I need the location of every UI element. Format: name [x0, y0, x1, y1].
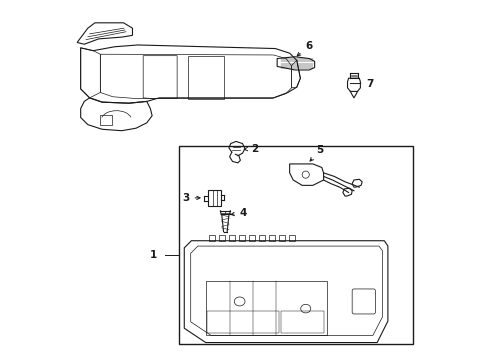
Text: 7: 7 — [350, 78, 374, 89]
Text: 1: 1 — [150, 250, 157, 260]
Bar — [207, 311, 279, 333]
Text: 4: 4 — [231, 208, 247, 218]
Bar — [279, 235, 285, 241]
Bar — [209, 235, 215, 241]
Text: 2: 2 — [244, 144, 258, 154]
Bar — [219, 235, 225, 241]
Bar — [208, 190, 220, 206]
Text: 6: 6 — [297, 41, 312, 56]
Bar — [206, 281, 327, 335]
Text: 3: 3 — [182, 193, 200, 203]
Bar — [259, 235, 265, 241]
Bar — [179, 146, 413, 344]
Bar — [289, 235, 295, 241]
Bar — [228, 235, 235, 241]
Bar — [100, 115, 112, 125]
Bar — [281, 311, 323, 333]
Bar — [248, 235, 255, 241]
Bar — [269, 235, 275, 241]
Bar — [239, 235, 245, 241]
Text: 5: 5 — [310, 145, 323, 161]
